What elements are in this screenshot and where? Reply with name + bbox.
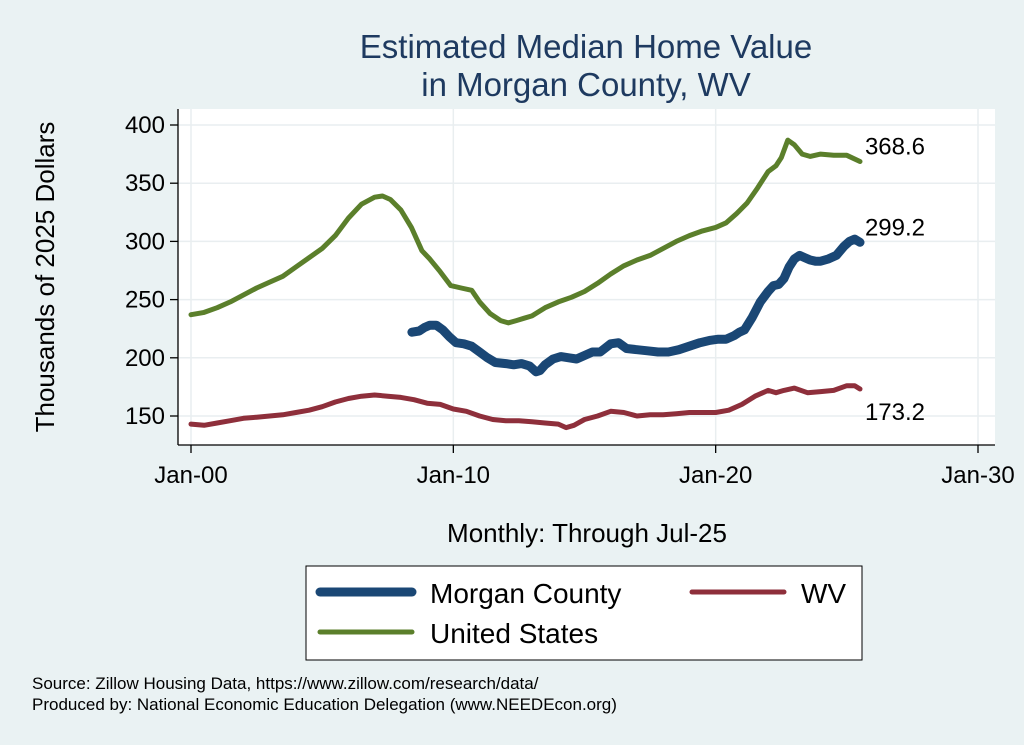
x-tick-label: Jan-10 (417, 462, 490, 489)
end-labels: 173.2 368.6 299.2 (865, 134, 925, 426)
y-tick-label: 300 (125, 228, 165, 255)
legend-label-united-states: United States (430, 618, 598, 649)
end-label-wv: 173.2 (865, 399, 925, 426)
y-axis-title: Thousands of 2025 Dollars (30, 122, 60, 433)
legend-label-morgan-county: Morgan County (430, 578, 621, 609)
legend-label-wv: WV (801, 578, 846, 609)
x-axis-title: Monthly: Through Jul-25 (447, 518, 727, 548)
series-line-united-states (188, 137, 863, 326)
source-note: Source: Zillow Housing Data, https://www… (32, 674, 539, 693)
series-line-wv (188, 383, 863, 431)
series-line-morgan-county (407, 234, 865, 377)
axes: 150 200 250 300 350 400 Jan-00 Jan-10 Jan-20 Jan-… (125, 109, 1015, 489)
y-tick-label: 400 (125, 112, 165, 139)
chart-title-line-1: Estimated Median Home Value (360, 28, 812, 65)
y-tick-label: 350 (125, 170, 165, 197)
y-tick-label: 200 (125, 345, 165, 372)
legend-box (305, 565, 863, 661)
legend: Morgan County WV United States (315, 578, 846, 649)
chart-title-line-2: in Morgan County, WV (421, 66, 751, 103)
x-tick-label: Jan-30 (941, 462, 1014, 489)
y-tick-label: 150 (125, 403, 165, 430)
end-label-morgan-county: 299.2 (865, 214, 925, 241)
end-label-united-states: 368.6 (865, 134, 925, 161)
x-tick-label: Jan-20 (679, 462, 752, 489)
series-lines (188, 137, 865, 431)
x-tick-label: Jan-00 (154, 462, 227, 489)
producer-note: Produced by: National Economic Education… (32, 695, 617, 714)
y-tick-label: 250 (125, 287, 165, 314)
